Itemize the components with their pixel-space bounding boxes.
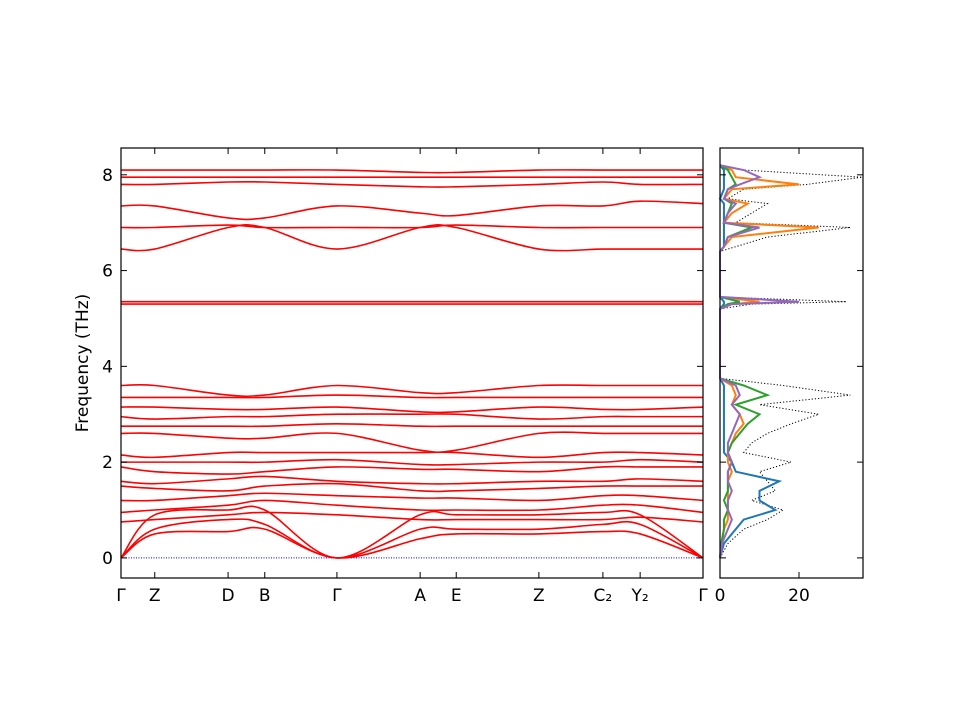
band-line [121, 394, 703, 399]
y-tick-label: 0 [102, 549, 113, 569]
y-tick-label: 8 [102, 166, 113, 186]
y-axis-label: Frequency (THz) [73, 294, 93, 433]
band-line [120, 200, 704, 221]
y-tick-label: 6 [102, 262, 113, 282]
band-line [120, 431, 704, 454]
partial-dos [719, 164, 800, 559]
x-tick-label: Γ [116, 586, 126, 606]
x-tick-label: C₂ [594, 586, 613, 606]
band-line [120, 499, 704, 514]
band-line [120, 224, 703, 229]
x-tick-label: 20 [788, 586, 810, 606]
band-line [121, 169, 703, 174]
band-line [120, 526, 704, 559]
y-tick-label: 4 [102, 357, 113, 377]
band-line [120, 406, 704, 414]
partial-dos [719, 164, 771, 558]
band-line [120, 413, 703, 420]
band-line [120, 180, 704, 188]
x-tick-label: Γ [698, 586, 708, 606]
x-tick-label: Y₂ [631, 586, 649, 606]
plot-frame [120, 147, 704, 579]
x-tick-label: Z [533, 586, 545, 606]
x-tick-label: Γ [332, 586, 342, 606]
band-line [120, 505, 704, 559]
band-line [120, 518, 704, 559]
x-tick-label: Z [149, 586, 161, 606]
band-line [120, 451, 704, 459]
y-tick-label: 2 [102, 453, 113, 473]
band-line [120, 511, 704, 523]
x-tick-label: E [451, 586, 462, 606]
x-tick-label: A [414, 586, 426, 606]
x-tick-label: D [222, 586, 235, 606]
plot-frame [719, 147, 864, 579]
x-tick-label: B [259, 586, 271, 606]
band-line [121, 458, 704, 466]
partial-dos [718, 164, 783, 559]
band-line [120, 465, 703, 475]
x-tick-label: 0 [715, 586, 726, 606]
band-line [121, 423, 703, 428]
band-line [120, 475, 704, 485]
total-dos [719, 164, 863, 559]
band-line [120, 384, 703, 398]
band-line [120, 482, 703, 493]
band-line [120, 223, 703, 252]
band-line [120, 492, 704, 502]
